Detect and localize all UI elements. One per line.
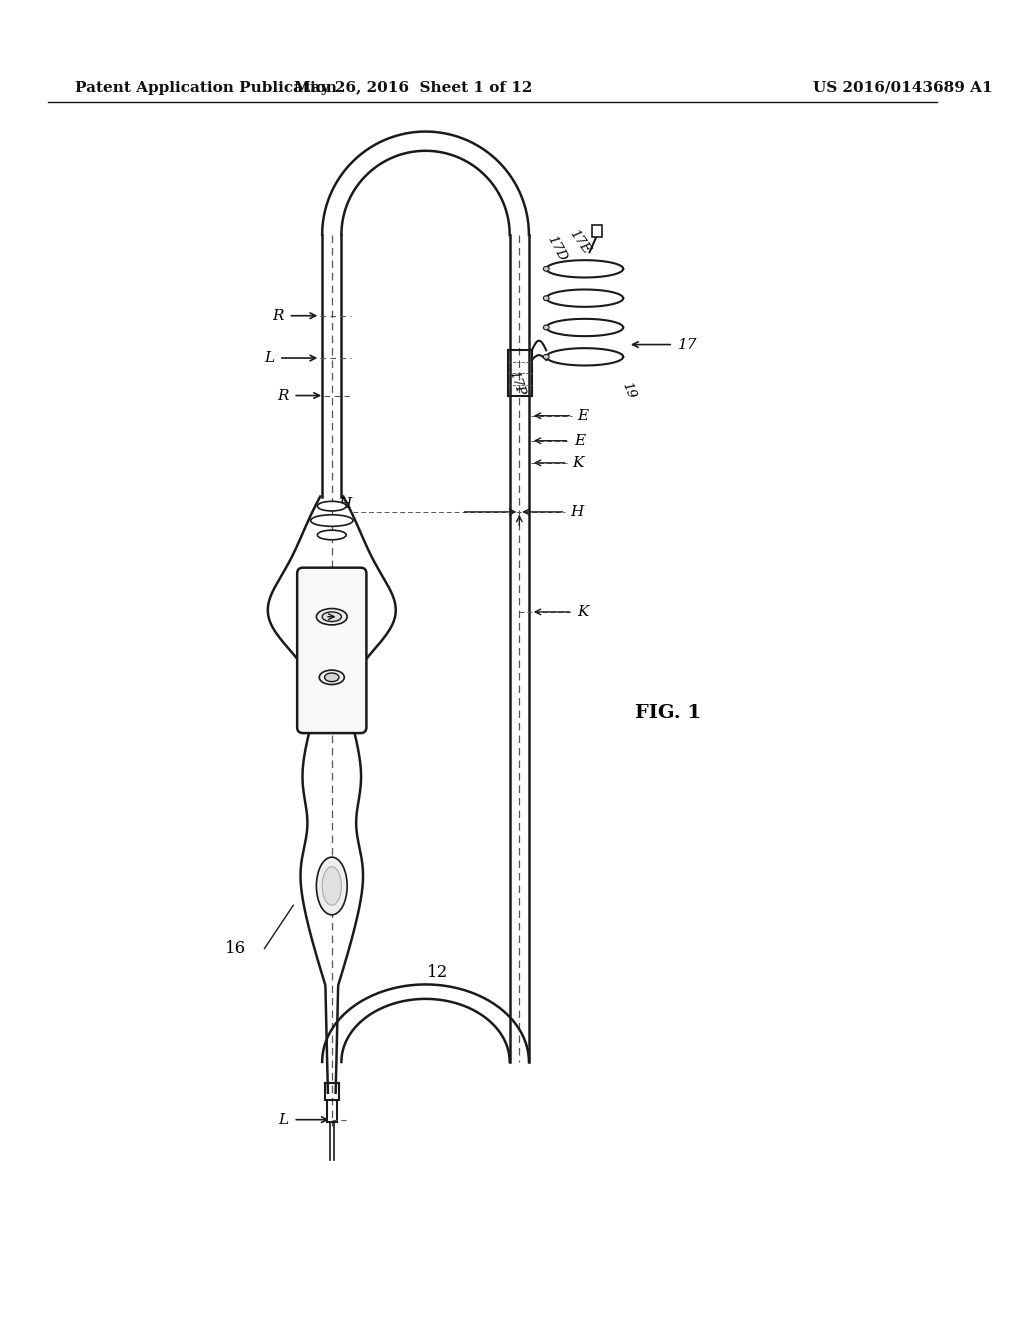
Ellipse shape (310, 515, 353, 527)
FancyBboxPatch shape (297, 568, 367, 733)
Text: R: R (278, 388, 289, 403)
Bar (593, 226, 602, 236)
Ellipse shape (544, 296, 549, 301)
Text: H: H (338, 498, 351, 511)
Ellipse shape (317, 502, 346, 511)
Ellipse shape (316, 857, 347, 915)
Ellipse shape (544, 355, 549, 359)
Ellipse shape (323, 867, 341, 906)
Text: R: R (272, 309, 284, 322)
Text: 17E: 17E (567, 227, 593, 256)
Text: K: K (577, 605, 589, 619)
Ellipse shape (325, 673, 339, 681)
Text: L: L (264, 351, 274, 366)
Text: Patent Application Publication: Patent Application Publication (75, 81, 337, 95)
Text: FIG. 1: FIG. 1 (635, 704, 701, 722)
Ellipse shape (319, 671, 344, 685)
Text: US 2016/0143689 A1: US 2016/0143689 A1 (813, 81, 992, 95)
Text: 17P: 17P (507, 368, 527, 397)
Text: L: L (279, 1113, 289, 1127)
Text: 19: 19 (620, 380, 638, 401)
Ellipse shape (316, 609, 347, 624)
Text: 17D: 17D (545, 234, 569, 264)
Ellipse shape (317, 531, 346, 540)
Text: May 26, 2016  Sheet 1 of 12: May 26, 2016 Sheet 1 of 12 (294, 81, 532, 95)
Text: H: H (570, 506, 584, 519)
Text: 17: 17 (678, 338, 697, 351)
Ellipse shape (323, 612, 341, 622)
Text: E: E (577, 409, 588, 422)
Ellipse shape (544, 325, 549, 330)
Text: 16: 16 (225, 940, 246, 957)
Text: K: K (572, 455, 584, 470)
Text: E: E (574, 434, 586, 447)
Ellipse shape (544, 267, 549, 271)
Text: 12: 12 (427, 965, 449, 981)
